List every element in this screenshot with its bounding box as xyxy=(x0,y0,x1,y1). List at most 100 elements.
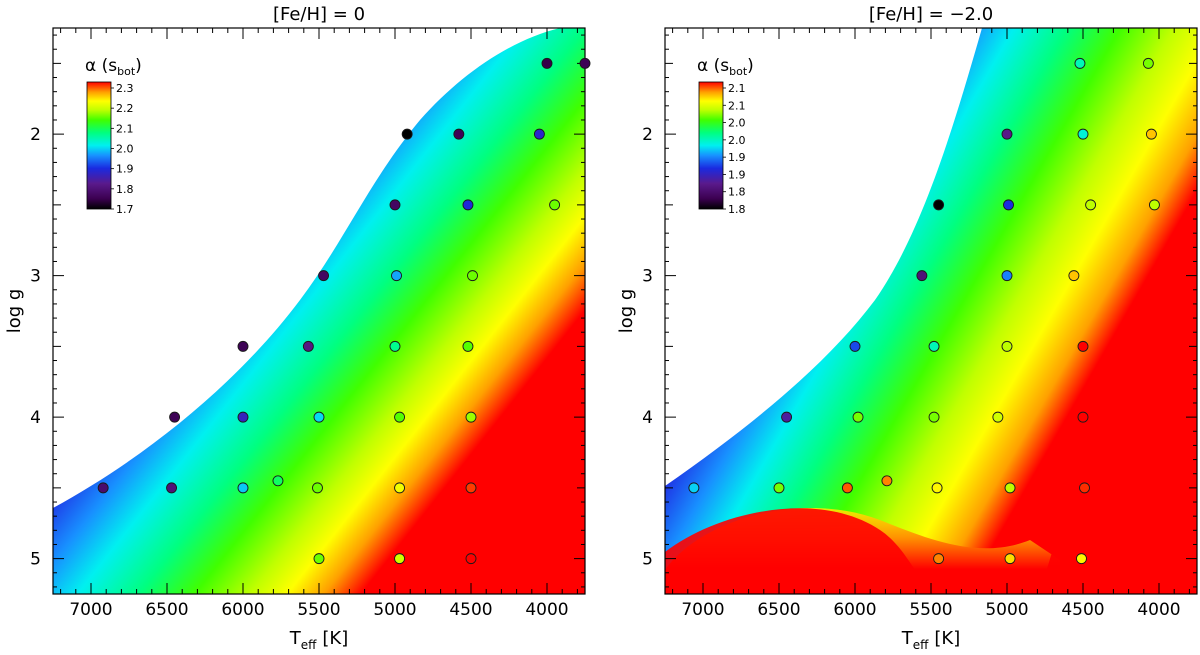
colorbar-label: 1.7 xyxy=(116,203,134,216)
model-point xyxy=(389,340,401,352)
model-point xyxy=(1148,199,1160,211)
model-point xyxy=(1145,128,1157,140)
model-point xyxy=(931,482,943,494)
model-point xyxy=(1004,482,1016,494)
model-point xyxy=(549,199,561,211)
model-point xyxy=(465,411,477,423)
axis-frame-1: 7000 6500 6000 5500 5000 4500 4000 2 3 4 5 xyxy=(30,27,586,620)
colorbar-labels-2: 2.1 2.1 2.0 2.0 1.9 1.9 1.8 1.8 xyxy=(723,82,746,216)
x-tick-labels-1: 7000 6500 6000 5500 5000 4500 4000 xyxy=(69,600,568,620)
colorbar-title-main-1: α (s xyxy=(85,56,117,76)
contour-fill-2 xyxy=(665,28,1197,594)
colorbar-label: 2.1 xyxy=(728,82,746,95)
model-point xyxy=(465,553,477,565)
model-point xyxy=(97,482,109,494)
model-point xyxy=(928,411,940,423)
model-point xyxy=(401,128,413,140)
model-point xyxy=(1068,270,1080,282)
model-point xyxy=(318,270,330,282)
model-point xyxy=(237,411,249,423)
x-tick-label: 7000 xyxy=(681,600,724,620)
panel-title-2: [Fe/H] = −2.0 xyxy=(869,4,993,25)
colorbar-label: 2.0 xyxy=(728,134,746,147)
colorbar-label: 1.9 xyxy=(728,151,746,164)
y-tick-label: 3 xyxy=(642,267,653,287)
y-axis-label-2: log g xyxy=(616,289,637,334)
y-tick-label: 4 xyxy=(642,408,653,428)
x-tick-label: 4500 xyxy=(449,600,492,620)
x-axis-label-unit-1: [K] xyxy=(322,628,348,649)
model-point xyxy=(1076,553,1087,565)
model-point xyxy=(394,553,406,565)
x-axis-label-2: Teff [K] xyxy=(901,628,961,652)
model-point xyxy=(781,411,793,423)
x-tick-label: 6500 xyxy=(145,600,188,620)
x-tick-label: 4000 xyxy=(525,600,568,620)
contour-field-2 xyxy=(665,28,1197,594)
colorbar-2: α (sbot) 2.1 2.1 2.0 2.0 1.9 1.9 1.8 1.8 xyxy=(697,56,754,216)
x-axis-label-sub-2: eff xyxy=(913,638,929,652)
x-tick-label: 6000 xyxy=(833,600,876,620)
y-tick-label: 4 xyxy=(30,408,41,428)
axis-frame-2: 7000 6500 6000 5500 5000 4500 4000 2 3 4 5 xyxy=(642,27,1198,620)
model-point xyxy=(849,340,861,352)
model-point xyxy=(541,57,553,69)
model-point xyxy=(313,553,325,565)
x-tick-label: 5000 xyxy=(373,600,416,620)
panel-1: 7000 6500 6000 5500 5000 4500 4000 2 3 4 5 [Fe/H]… xyxy=(4,4,591,652)
model-point xyxy=(237,482,249,494)
y-tick-label: 2 xyxy=(642,125,653,145)
y-tick-labels-1: 2 3 4 5 xyxy=(30,125,41,570)
x-tick-label: 4000 xyxy=(1137,600,1180,620)
x-axis-label-unit-2: [K] xyxy=(934,628,960,649)
model-point xyxy=(169,411,181,423)
x-tick-label: 4500 xyxy=(1061,600,1104,620)
model-point xyxy=(389,199,401,211)
model-point xyxy=(391,270,402,282)
model-point xyxy=(688,482,700,494)
model-point xyxy=(302,340,314,352)
contour-fill-1 xyxy=(53,28,585,594)
model-point xyxy=(1001,340,1013,352)
model-point xyxy=(272,475,284,487)
y-axis-label-1: log g xyxy=(4,289,25,334)
y-tick-labels-2: 2 3 4 5 xyxy=(642,125,653,570)
colorbar-gradient-2 xyxy=(698,81,724,210)
model-point xyxy=(992,411,1004,423)
model-point xyxy=(467,270,478,282)
x-axis-label-main-2: T xyxy=(901,628,914,649)
model-point xyxy=(1003,199,1014,211)
x-tick-label: 6000 xyxy=(221,600,264,620)
y-tick-label: 5 xyxy=(642,550,653,570)
colorbar-label: 1.9 xyxy=(116,163,134,176)
model-point xyxy=(1001,270,1013,282)
colorbar-label: 1.8 xyxy=(728,186,746,199)
model-point xyxy=(462,199,474,211)
axis-ticks-1 xyxy=(53,28,585,594)
x-axis-label-sub-1: eff xyxy=(301,638,317,652)
colorbar-gradient-1 xyxy=(86,81,112,210)
model-point xyxy=(453,128,465,140)
colorbar-labels-1: 2.3 2.2 2.1 2.0 1.9 1.8 1.7 xyxy=(111,82,134,216)
model-point xyxy=(1001,128,1013,140)
x-tick-label: 5500 xyxy=(909,600,952,620)
model-point xyxy=(1079,482,1090,494)
model-point xyxy=(465,482,477,494)
colorbar-title-main-2: α (s xyxy=(697,56,729,76)
model-point xyxy=(394,411,406,423)
panel-2: 7000 6500 6000 5500 5000 4500 4000 2 3 4 5 [Fe/H]… xyxy=(616,4,1198,652)
model-points-1 xyxy=(97,57,591,565)
x-axis-label-1: Teff [K] xyxy=(289,628,349,652)
model-point xyxy=(933,199,945,211)
model-point xyxy=(394,482,406,494)
contour-red-edge-2 xyxy=(665,508,940,594)
model-point xyxy=(579,57,591,69)
colorbar-label: 1.9 xyxy=(728,168,746,181)
model-point xyxy=(841,482,853,494)
model-point xyxy=(916,270,928,282)
model-point xyxy=(1004,553,1016,565)
model-point xyxy=(237,340,249,352)
colorbar-label: 2.2 xyxy=(116,102,134,115)
model-point xyxy=(773,482,785,494)
